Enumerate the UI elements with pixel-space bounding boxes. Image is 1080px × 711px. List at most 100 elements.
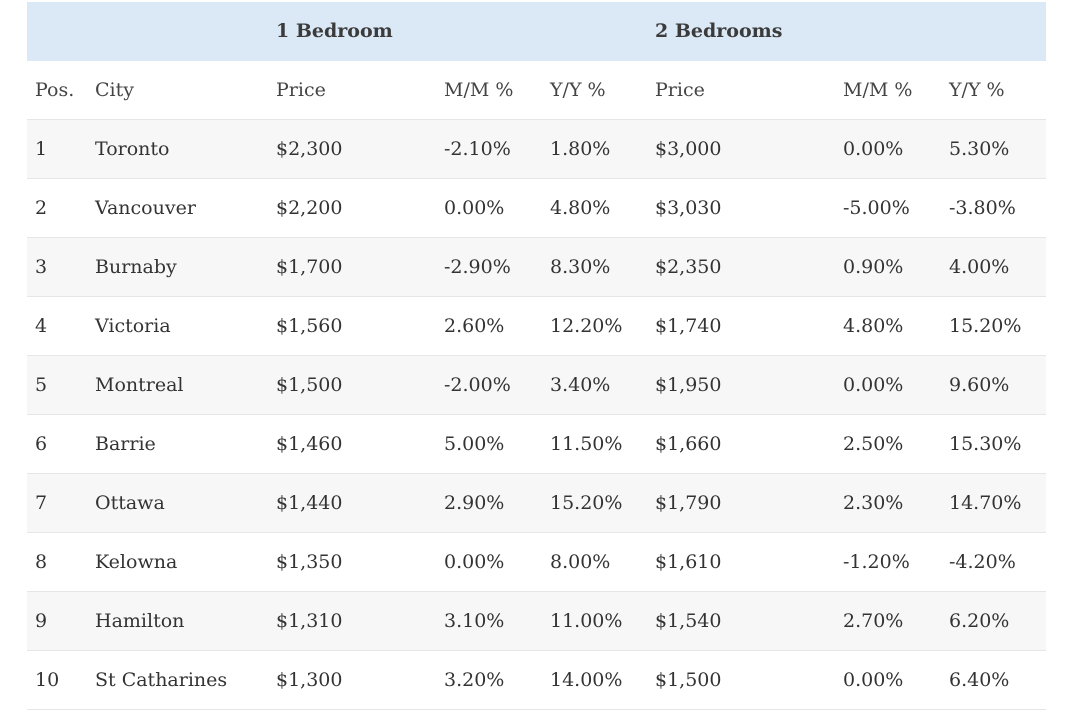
- cell-price-1br: $2,200: [276, 197, 343, 219]
- cell-yy-1br: 11.50%: [550, 433, 623, 455]
- cell-mm-1br: 0.00%: [444, 197, 505, 219]
- cell-mm-2br: -5.00%: [843, 197, 910, 219]
- cell-mm-1br: 3.20%: [444, 669, 505, 691]
- cell-yy-2br: 15.20%: [949, 315, 1022, 337]
- cell-yy-1br: 15.20%: [550, 492, 623, 514]
- cell-price-2br: $1,790: [655, 492, 722, 514]
- column-header-mm-1br: M/M %: [444, 79, 514, 101]
- column-header-row: Pos. City Price M/M % Y/Y % Price M/M % …: [27, 61, 1046, 120]
- cell-pos: 7: [35, 492, 48, 514]
- cell-pos: 9: [35, 610, 48, 632]
- cell-price-1br: $1,350: [276, 551, 343, 573]
- column-header-price-2br: Price: [655, 79, 705, 101]
- cell-mm-2br: 0.00%: [843, 669, 904, 691]
- cell-yy-2br: 14.70%: [949, 492, 1022, 514]
- cell-price-1br: $1,500: [276, 374, 343, 396]
- cell-yy-2br: 6.40%: [949, 669, 1010, 691]
- cell-yy-2br: 5.30%: [949, 138, 1010, 160]
- cell-city: Montreal: [95, 374, 184, 396]
- cell-mm-1br: 3.10%: [444, 610, 505, 632]
- rent-table: 1 Bedroom 2 Bedrooms Pos. City Price M/M…: [27, 2, 1046, 710]
- cell-yy-1br: 1.80%: [550, 138, 611, 160]
- cell-price-1br: $1,560: [276, 315, 343, 337]
- cell-price-2br: $1,740: [655, 315, 722, 337]
- cell-city: St Catharines: [95, 669, 228, 691]
- group-label-1-bedroom: 1 Bedroom: [276, 20, 393, 42]
- table-row: 7 Ottawa $1,440 2.90% 15.20% $1,790 2.30…: [27, 474, 1046, 533]
- column-header-price-1br: Price: [276, 79, 326, 101]
- table-row: 9 Hamilton $1,310 3.10% 11.00% $1,540 2.…: [27, 592, 1046, 651]
- cell-yy-1br: 8.00%: [550, 551, 611, 573]
- group-label-2-bedrooms: 2 Bedrooms: [655, 20, 783, 42]
- cell-pos: 2: [35, 197, 48, 219]
- cell-city: Vancouver: [95, 197, 196, 219]
- cell-yy-1br: 8.30%: [550, 256, 611, 278]
- cell-mm-1br: -2.90%: [444, 256, 511, 278]
- cell-mm-2br: 2.30%: [843, 492, 904, 514]
- cell-yy-2br: 9.60%: [949, 374, 1010, 396]
- cell-mm-2br: -1.20%: [843, 551, 910, 573]
- cell-price-2br: $1,500: [655, 669, 722, 691]
- cell-yy-1br: 4.80%: [550, 197, 611, 219]
- cell-price-2br: $1,540: [655, 610, 722, 632]
- table-row: 6 Barrie $1,460 5.00% 11.50% $1,660 2.50…: [27, 415, 1046, 474]
- cell-price-2br: $1,610: [655, 551, 722, 573]
- cell-price-2br: $1,660: [655, 433, 722, 455]
- cell-price-1br: $1,460: [276, 433, 343, 455]
- cell-price-1br: $1,300: [276, 669, 343, 691]
- cell-mm-2br: 0.90%: [843, 256, 904, 278]
- table-row: 8 Kelowna $1,350 0.00% 8.00% $1,610 -1.2…: [27, 533, 1046, 592]
- cell-pos: 3: [35, 256, 48, 278]
- cell-pos: 6: [35, 433, 48, 455]
- table-row: 5 Montreal $1,500 -2.00% 3.40% $1,950 0.…: [27, 356, 1046, 415]
- cell-city: Victoria: [95, 315, 171, 337]
- column-header-pos: Pos.: [35, 79, 75, 101]
- table-row: 4 Victoria $1,560 2.60% 12.20% $1,740 4.…: [27, 297, 1046, 356]
- cell-yy-1br: 14.00%: [550, 669, 623, 691]
- cell-pos: 5: [35, 374, 48, 396]
- cell-pos: 1: [35, 138, 48, 160]
- table-row: 1 Toronto $2,300 -2.10% 1.80% $3,000 0.0…: [27, 120, 1046, 179]
- cell-mm-1br: -2.00%: [444, 374, 511, 396]
- column-header-yy-1br: Y/Y %: [550, 79, 606, 101]
- cell-yy-2br: 15.30%: [949, 433, 1022, 455]
- column-header-yy-2br: Y/Y %: [949, 79, 1005, 101]
- cell-yy-1br: 3.40%: [550, 374, 611, 396]
- cell-pos: 8: [35, 551, 48, 573]
- cell-mm-1br: 5.00%: [444, 433, 505, 455]
- cell-yy-1br: 12.20%: [550, 315, 623, 337]
- cell-pos: 4: [35, 315, 48, 337]
- cell-yy-2br: 4.00%: [949, 256, 1010, 278]
- cell-mm-2br: 4.80%: [843, 315, 904, 337]
- cell-mm-2br: 2.50%: [843, 433, 904, 455]
- cell-price-2br: $3,000: [655, 138, 722, 160]
- table-body: 1 Toronto $2,300 -2.10% 1.80% $3,000 0.0…: [27, 120, 1046, 710]
- table-row: 3 Burnaby $1,700 -2.90% 8.30% $2,350 0.9…: [27, 238, 1046, 297]
- cell-city: Hamilton: [95, 610, 185, 632]
- cell-price-1br: $1,310: [276, 610, 343, 632]
- table-row: 2 Vancouver $2,200 0.00% 4.80% $3,030 -5…: [27, 179, 1046, 238]
- column-header-mm-2br: M/M %: [843, 79, 913, 101]
- cell-mm-2br: 2.70%: [843, 610, 904, 632]
- cell-city: Burnaby: [95, 256, 177, 278]
- cell-mm-2br: 0.00%: [843, 374, 904, 396]
- cell-yy-2br: -3.80%: [949, 197, 1016, 219]
- cell-price-2br: $1,950: [655, 374, 722, 396]
- cell-price-1br: $1,700: [276, 256, 343, 278]
- cell-mm-1br: 2.60%: [444, 315, 505, 337]
- group-header-row: 1 Bedroom 2 Bedrooms: [27, 2, 1046, 61]
- cell-mm-1br: -2.10%: [444, 138, 511, 160]
- cell-mm-1br: 2.90%: [444, 492, 505, 514]
- column-header-city: City: [95, 79, 134, 101]
- cell-price-2br: $2,350: [655, 256, 722, 278]
- cell-price-2br: $3,030: [655, 197, 722, 219]
- cell-city: Ottawa: [95, 492, 165, 514]
- cell-city: Barrie: [95, 433, 156, 455]
- cell-city: Toronto: [95, 138, 170, 160]
- cell-city: Kelowna: [95, 551, 178, 573]
- cell-mm-1br: 0.00%: [444, 551, 505, 573]
- cell-yy-2br: -4.20%: [949, 551, 1016, 573]
- cell-pos: 10: [35, 669, 60, 691]
- cell-yy-2br: 6.20%: [949, 610, 1010, 632]
- cell-yy-1br: 11.00%: [550, 610, 623, 632]
